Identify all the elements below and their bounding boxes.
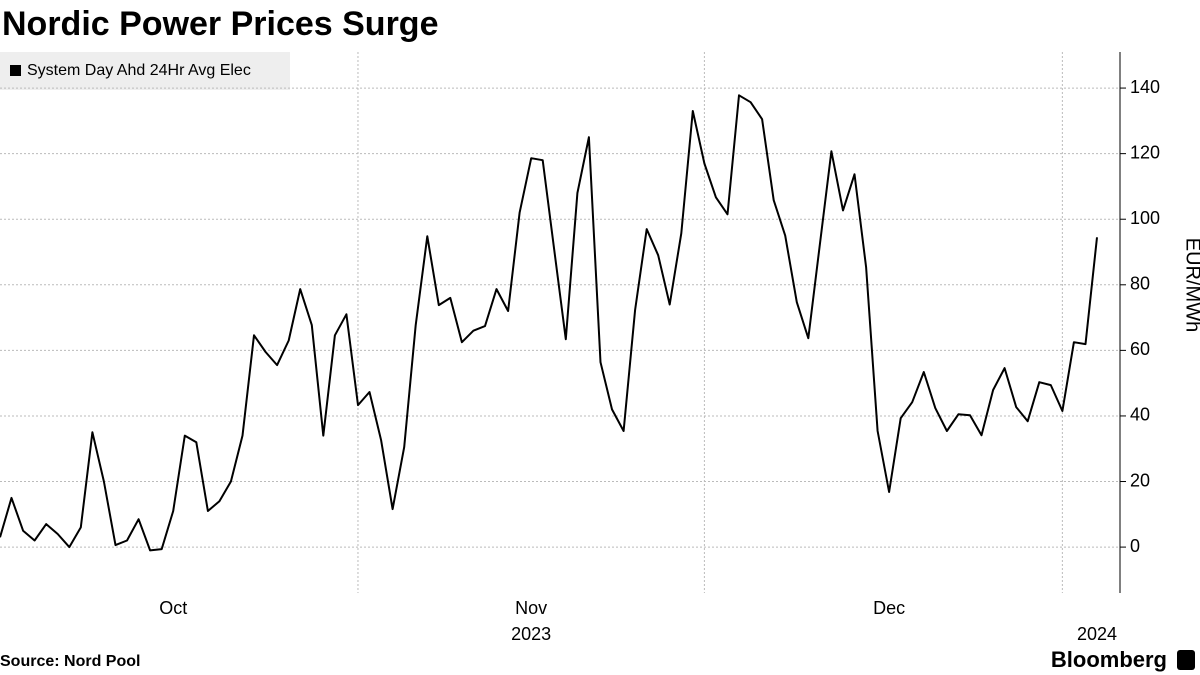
x-tick-label: Nov [515, 598, 547, 618]
x-tick-label: Oct [159, 598, 187, 618]
y-tick-label: 140 [1130, 77, 1160, 97]
source: Source: Nord Pool [0, 653, 140, 670]
legend-label: System Day Ahd 24Hr Avg Elec [27, 62, 251, 79]
x-tick-label: Dec [873, 598, 905, 618]
chart-title: Nordic Power Prices Surge [2, 5, 439, 43]
y-axis-label: EUR/MWh [1182, 238, 1200, 332]
y-tick-label: 20 [1130, 470, 1150, 490]
legend-box [0, 52, 290, 90]
y-tick-label: 120 [1130, 142, 1160, 162]
brand: Bloomberg [1051, 647, 1167, 672]
y-tick-label: 60 [1130, 339, 1150, 359]
x-year-label: 2023 [511, 624, 551, 644]
brand-icon [1177, 650, 1195, 670]
y-tick-label: 100 [1130, 208, 1160, 228]
y-tick-label: 0 [1130, 536, 1140, 556]
y-tick-label: 40 [1130, 405, 1150, 425]
y-tick-label: 80 [1130, 274, 1150, 294]
x-year-label: 2024 [1077, 624, 1117, 644]
series-line [0, 94, 1098, 552]
legend-swatch [10, 65, 21, 76]
